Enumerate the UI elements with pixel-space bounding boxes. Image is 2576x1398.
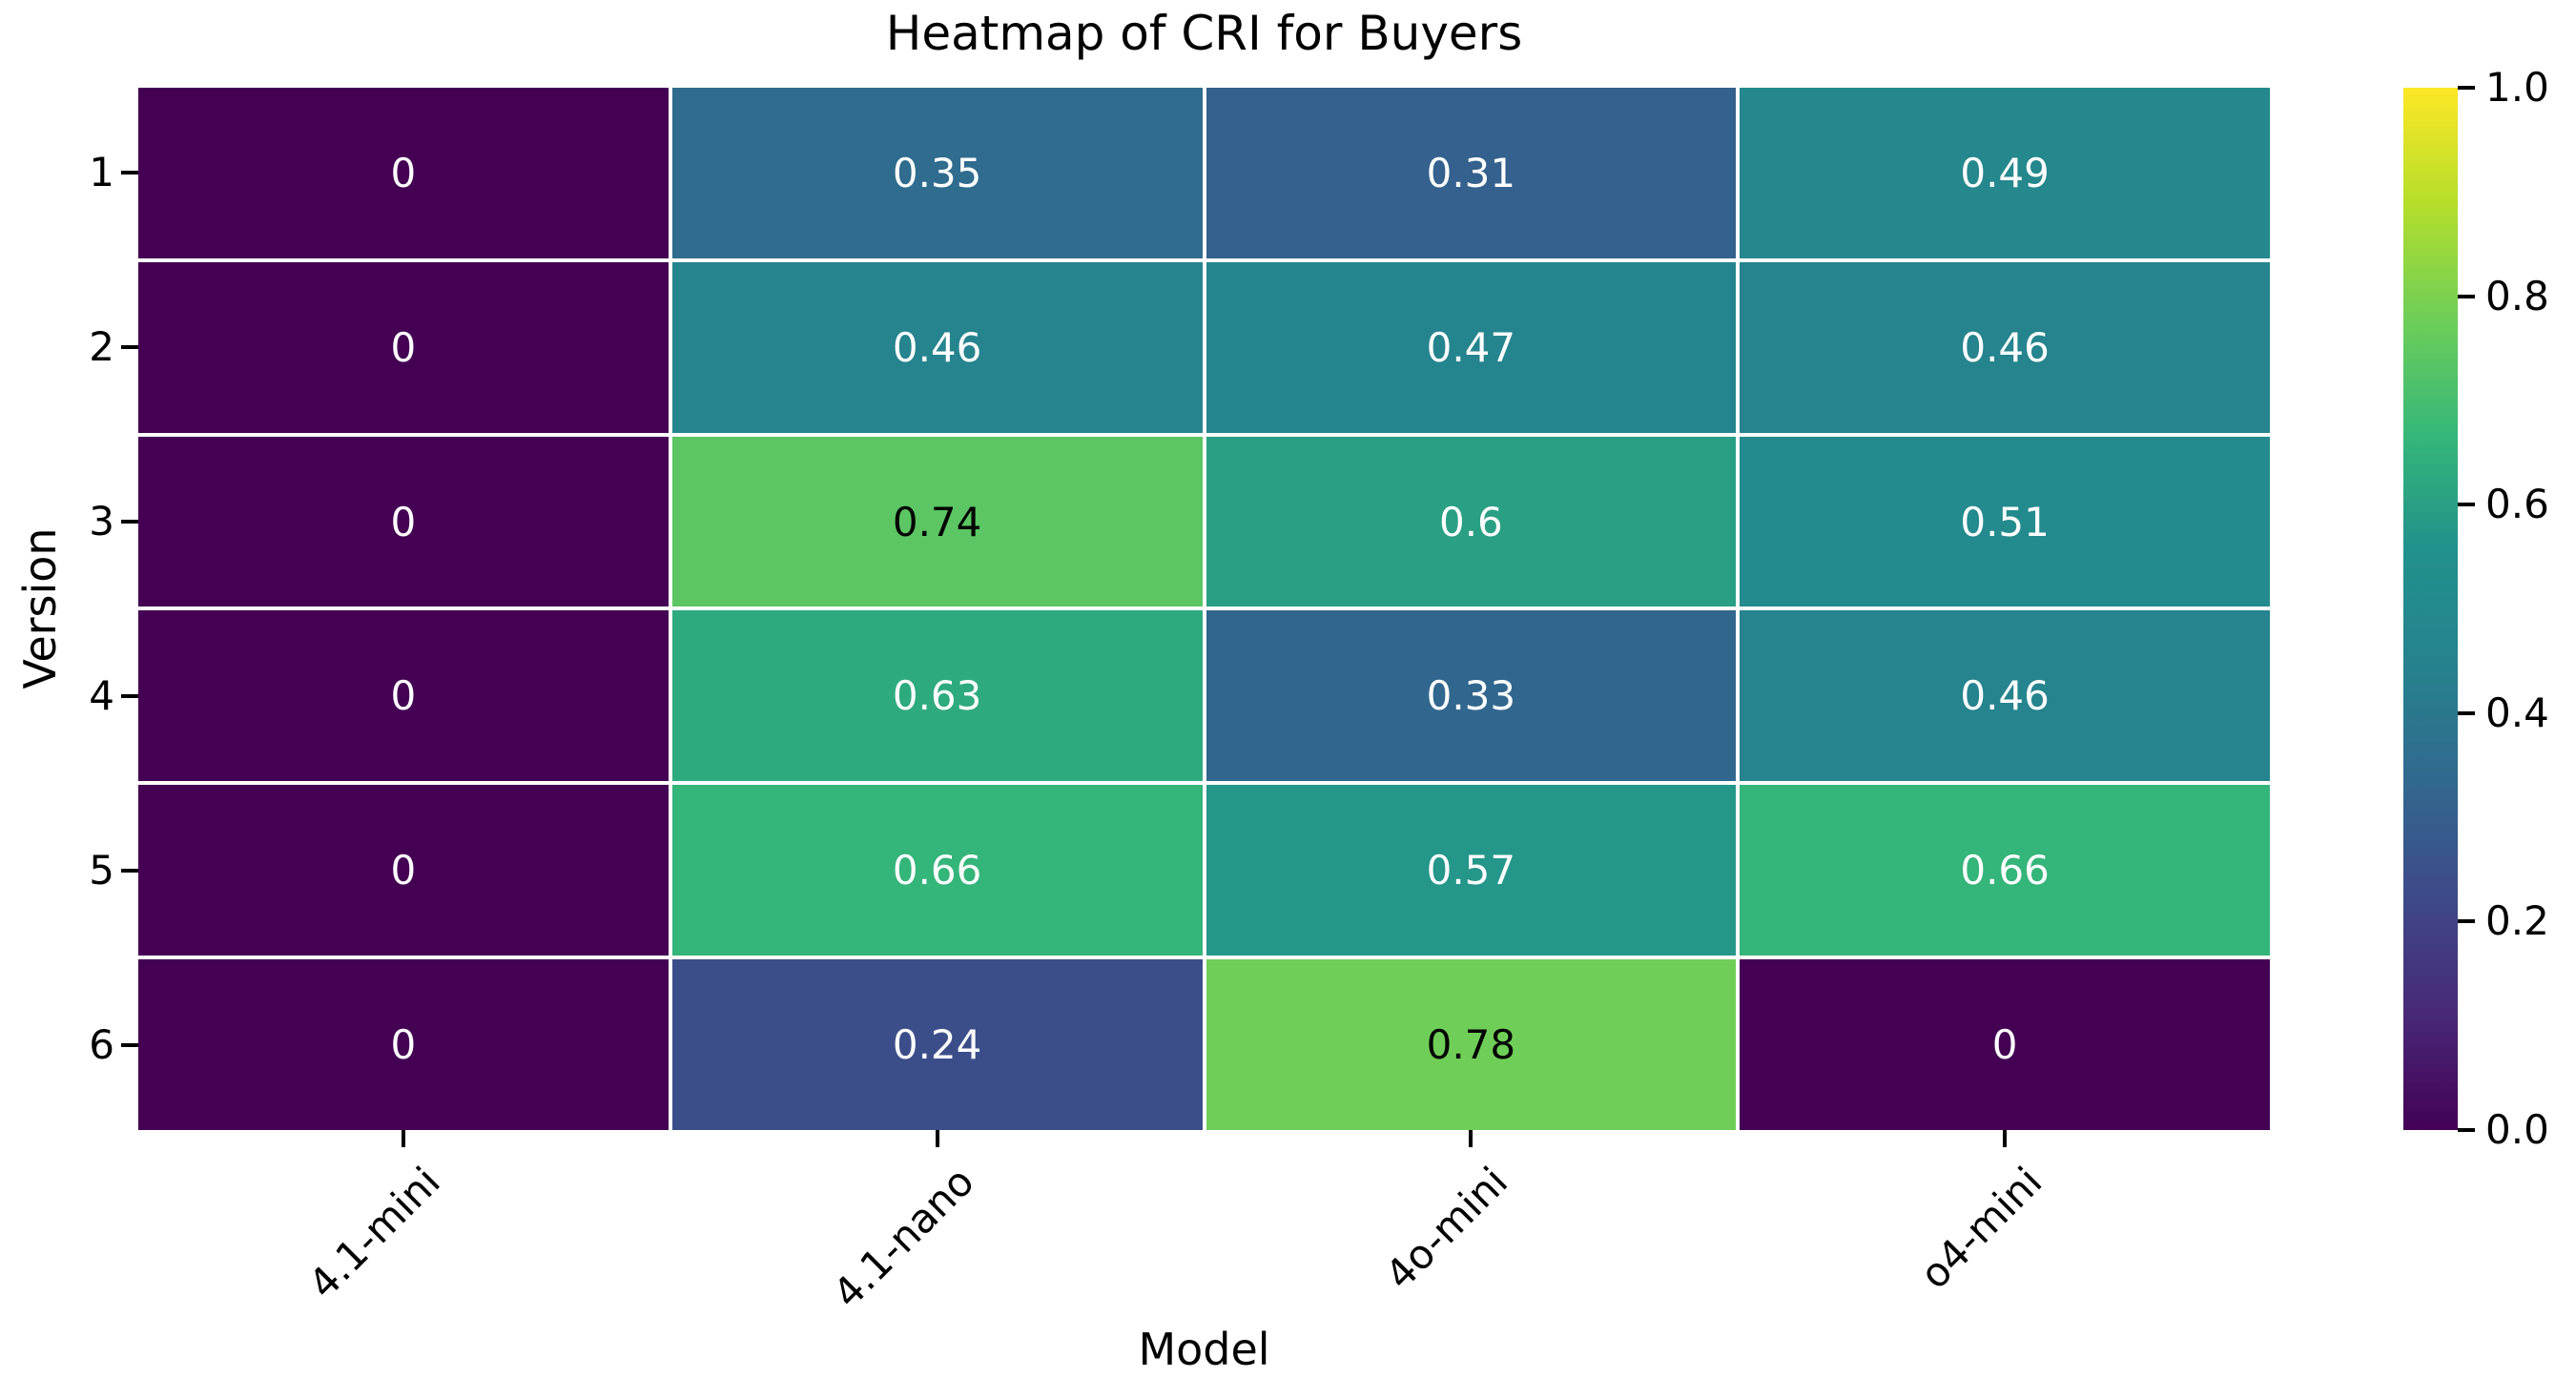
heatmap-cell: 0.24 [671, 959, 1203, 1130]
cell-value: 0.63 [892, 672, 982, 720]
cell-value: 0.78 [1426, 1021, 1516, 1069]
cell-value: 0.49 [1960, 149, 2050, 196]
x-tick-mark [935, 1130, 939, 1147]
y-axis-label: Version [14, 527, 66, 689]
cell-value: 0 [390, 149, 417, 196]
heatmap-cell: 0 [1740, 959, 2270, 1130]
chart-title: Heatmap of CRI for Buyers [885, 6, 1523, 61]
heatmap-cell: 0.51 [1740, 436, 2270, 607]
heatmap-cell: 0.47 [1206, 261, 1737, 433]
heatmap-cell: 0.66 [1740, 785, 2270, 956]
colorbar-tick-label: 1.0 [2485, 64, 2549, 111]
cell-value: 0 [390, 498, 417, 545]
heatmap-cell: 0 [138, 261, 669, 433]
cell-value: 0.6 [1438, 498, 1503, 545]
y-tick-mark [121, 520, 138, 524]
colorbar-tick-mark [2458, 86, 2475, 90]
x-tick-mark [1469, 1130, 1473, 1147]
cell-value: 0.35 [892, 149, 982, 196]
x-tick-mark [401, 1130, 405, 1147]
heatmap-cell: 0 [138, 785, 669, 956]
y-tick-label: 2 [89, 323, 114, 371]
heatmap-cell: 0.57 [1206, 785, 1737, 956]
y-tick-label: 6 [89, 1020, 114, 1068]
y-tick-mark [121, 345, 138, 350]
cell-value: 0 [390, 672, 417, 720]
y-tick-label: 1 [89, 149, 114, 196]
cell-value: 0.66 [892, 847, 982, 894]
x-tick-label: 4.1-mini [299, 1158, 449, 1308]
cell-value: 0.51 [1960, 498, 2050, 545]
y-tick-label: 4 [89, 671, 114, 719]
colorbar-tick-label: 0.6 [2485, 481, 2549, 528]
colorbar-tick-mark [2458, 919, 2475, 924]
cell-value: 0.46 [1960, 672, 2050, 720]
colorbar-tick-mark [2458, 503, 2475, 507]
heatmap-cell: 0.31 [1206, 88, 1737, 258]
heatmap-cell: 0.33 [1206, 610, 1737, 782]
y-tick-label: 3 [89, 498, 114, 545]
heatmap-grid: 0 0.35 0.31 0.49 0 0.46 0.47 0.46 0 0.74 0.6 0.51 0 0… [138, 88, 2270, 1130]
y-tick-mark [121, 868, 138, 873]
cell-value: 0.24 [892, 1021, 982, 1069]
y-tick-mark [121, 171, 138, 175]
colorbar-tick-label: 0.0 [2485, 1106, 2549, 1153]
cell-value: 0.57 [1426, 847, 1516, 894]
colorbar-tick-label: 0.2 [2485, 897, 2549, 945]
heatmap-cell: 0 [138, 436, 669, 607]
cell-value: 0.31 [1426, 149, 1516, 196]
cell-value: 0.47 [1426, 323, 1516, 371]
cell-value: 0 [390, 1021, 417, 1069]
colorbar [2403, 88, 2458, 1130]
cell-value: 0.66 [1960, 847, 2050, 894]
x-tick-mark [2003, 1130, 2008, 1147]
x-tick-label: 4o-mini [1376, 1158, 1517, 1299]
x-tick-label: 4.1-nano [823, 1158, 983, 1317]
colorbar-tick-label: 0.8 [2485, 272, 2549, 319]
colorbar-tick-label: 0.4 [2485, 689, 2549, 736]
cell-value: 0.46 [892, 323, 982, 371]
cell-value: 0 [390, 847, 417, 894]
cell-value: 0.46 [1960, 323, 2050, 371]
heatmap-cell: 0.74 [671, 436, 1203, 607]
heatmap-cell: 0 [138, 88, 669, 258]
heatmap-cell: 0.46 [1740, 610, 2270, 782]
heatmap-cell: 0 [138, 610, 669, 782]
x-tick-label: o4-mini [1910, 1158, 2051, 1298]
colorbar-tick-mark [2458, 710, 2475, 715]
cell-value: 0.33 [1426, 672, 1516, 720]
heatmap-cell: 0.46 [1740, 261, 2270, 433]
heatmap-cell: 0.35 [671, 88, 1203, 258]
y-tick-mark [121, 693, 138, 698]
heatmap-cell: 0.63 [671, 610, 1203, 782]
heatmap-cell: 0.66 [671, 785, 1203, 956]
cell-value: 0.74 [892, 498, 982, 545]
heatmap-cell: 0.46 [671, 261, 1203, 433]
cell-value: 0 [390, 323, 417, 371]
heatmap-cell: 0.78 [1206, 959, 1737, 1130]
heatmap-cell: 0.6 [1206, 436, 1737, 607]
x-axis-label: Model [1138, 1324, 1270, 1375]
colorbar-tick-mark [2458, 294, 2475, 298]
y-tick-mark [121, 1042, 138, 1047]
heatmap-cell: 0 [138, 959, 669, 1130]
cell-value: 0 [1991, 1021, 2018, 1069]
colorbar-tick-mark [2458, 1128, 2475, 1132]
y-tick-label: 5 [89, 846, 114, 894]
heatmap-cell: 0.49 [1740, 88, 2270, 258]
